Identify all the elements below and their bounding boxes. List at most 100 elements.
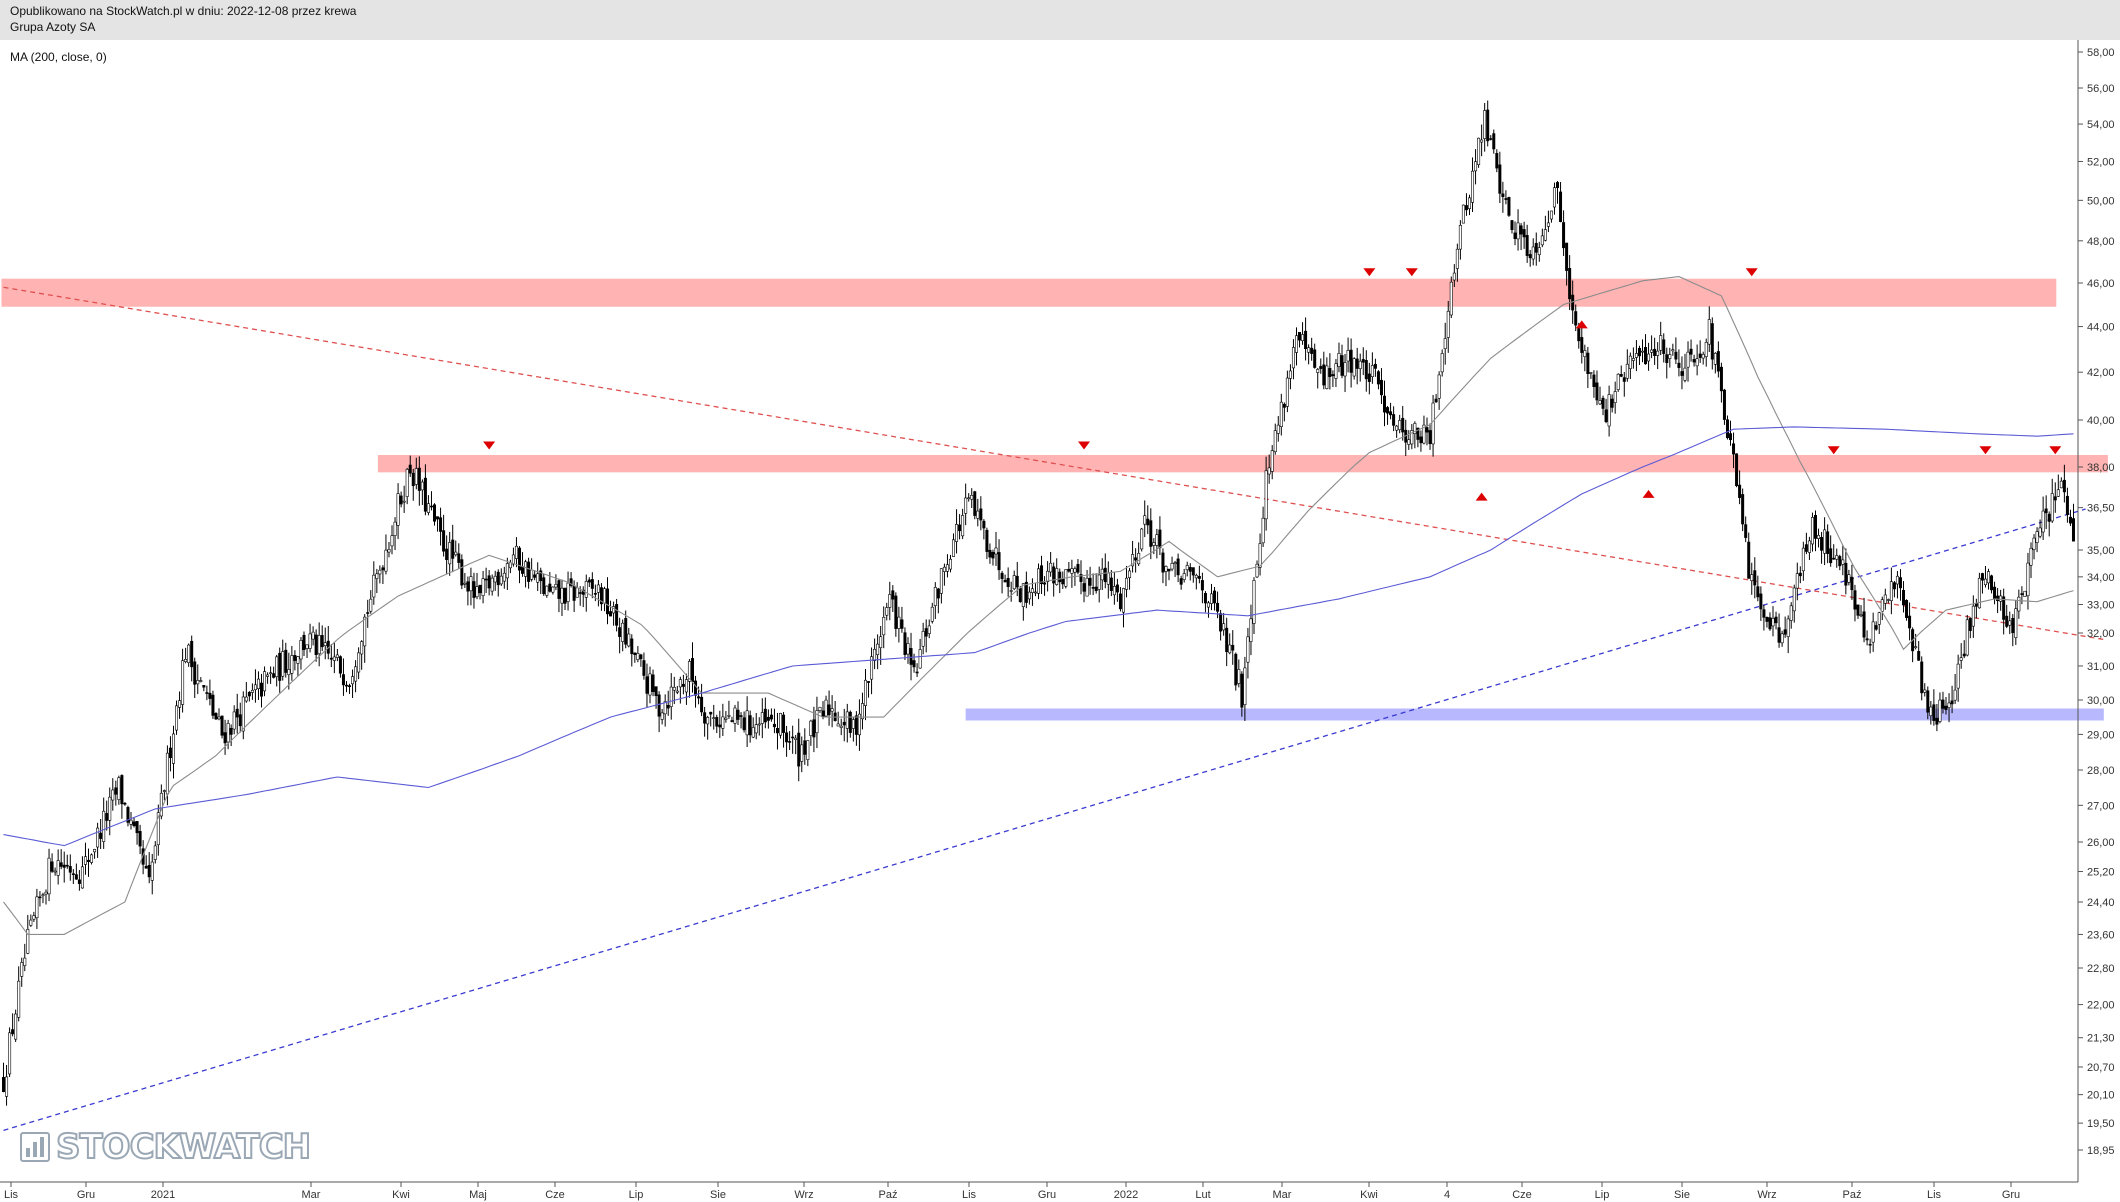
candle: [581, 586, 585, 608]
candle: [824, 695, 828, 718]
candle: [1583, 344, 1587, 372]
down-marker: [1827, 446, 1840, 455]
y-tick-label: 31,00: [2087, 661, 2115, 673]
candle: [314, 629, 318, 662]
candle-body: [281, 651, 285, 677]
candle-body: [1431, 402, 1435, 445]
candle-body: [378, 569, 382, 575]
candle-body: [994, 547, 998, 555]
down-marker: [1078, 441, 1091, 450]
candle-body: [2032, 537, 2036, 550]
candle: [806, 740, 810, 767]
candle-body: [1525, 235, 1529, 256]
candle-body: [2011, 617, 2015, 634]
candle-body: [1191, 567, 1195, 576]
candle: [1498, 151, 1502, 204]
candle-body: [29, 919, 33, 926]
candle-body: [1926, 690, 1930, 713]
candle-body: [74, 874, 78, 880]
candle: [132, 817, 136, 828]
candle: [1938, 692, 1942, 724]
candle-body: [1556, 182, 1560, 188]
candle-body: [709, 711, 713, 715]
candle-body: [8, 1032, 12, 1075]
candle-body: [806, 740, 810, 760]
candle: [1592, 370, 1596, 398]
candle-body: [1586, 352, 1590, 374]
candle: [1128, 567, 1132, 590]
candle: [502, 566, 506, 589]
candle-body: [1929, 706, 1933, 717]
candle-body: [648, 673, 652, 696]
candle-body: [1959, 657, 1963, 661]
candle: [1768, 612, 1772, 631]
candle: [1595, 370, 1599, 406]
candle: [939, 568, 943, 604]
candle: [135, 820, 139, 845]
candle-body: [788, 741, 792, 743]
y-tick-label: 30,00: [2087, 695, 2115, 707]
y-tick-label: 52,00: [2087, 156, 2115, 168]
candle: [1999, 589, 2003, 611]
candle: [1996, 588, 2000, 614]
candle: [2053, 482, 2057, 513]
candle-body: [1149, 520, 1153, 547]
candle-body: [323, 642, 327, 647]
candle: [1064, 569, 1068, 589]
candle: [1164, 565, 1168, 587]
candle: [1024, 571, 1028, 609]
candle-body: [797, 732, 801, 767]
candle: [1659, 321, 1663, 356]
candle: [554, 574, 558, 591]
candle: [1965, 614, 1969, 657]
x-tick-label: 2021: [151, 1189, 175, 1201]
candle: [979, 496, 983, 531]
candle: [123, 801, 127, 806]
candle-body: [484, 578, 488, 581]
candle: [1049, 551, 1053, 577]
candle-body: [1185, 565, 1189, 571]
candle-body: [1996, 595, 2000, 602]
y-tick-label: 25,20: [2087, 867, 2115, 879]
candle-body: [250, 690, 254, 693]
candle: [1640, 339, 1644, 363]
candle: [827, 690, 831, 726]
candle-body: [1067, 568, 1071, 572]
candle: [1983, 566, 1987, 588]
candle: [1021, 583, 1025, 621]
candle: [196, 664, 200, 695]
candle-body: [1179, 578, 1183, 585]
down-marker: [1405, 268, 1418, 277]
candle-body: [1440, 353, 1444, 373]
candle-body: [1264, 470, 1268, 520]
x-axis: Lis Gru 2021 Mar Kwi Maj Cze Lip Sie Wrz Paź Lis Gru…: [4, 1182, 2020, 1201]
candle: [238, 702, 242, 733]
candle-body: [1750, 574, 1754, 582]
candle-body: [1716, 351, 1720, 372]
candle-body: [870, 656, 874, 680]
candle-body: [800, 744, 804, 762]
candle-body: [794, 737, 798, 740]
candle-body: [1349, 349, 1353, 373]
candle-body: [1155, 534, 1159, 546]
y-tick-label: 50,00: [2087, 195, 2115, 207]
candle: [260, 673, 264, 708]
candle-body: [357, 652, 361, 673]
candle: [991, 549, 995, 566]
candle: [690, 642, 694, 693]
candle: [1543, 215, 1547, 242]
down-marker: [2049, 446, 2062, 455]
candle: [1865, 630, 1869, 646]
candle-body: [985, 529, 989, 552]
candle-body: [1367, 373, 1371, 382]
candle: [463, 572, 467, 588]
candle-body: [71, 873, 75, 875]
candle-body: [1392, 414, 1396, 426]
candle-body: [1741, 494, 1745, 525]
candle-body: [1531, 246, 1535, 260]
candle: [263, 666, 267, 697]
candle: [47, 848, 51, 902]
candle-body: [369, 598, 373, 612]
candle-body: [863, 679, 867, 706]
